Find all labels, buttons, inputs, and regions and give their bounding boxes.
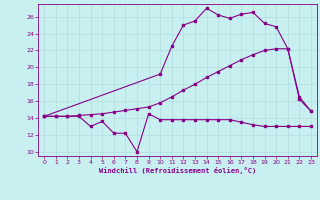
X-axis label: Windchill (Refroidissement éolien,°C): Windchill (Refroidissement éolien,°C) <box>99 167 256 174</box>
